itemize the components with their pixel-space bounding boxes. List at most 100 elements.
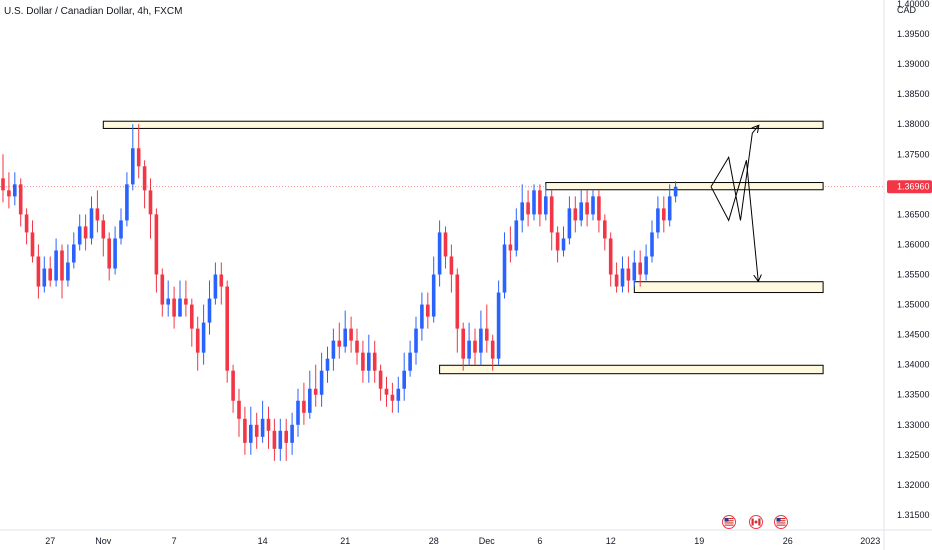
candle-body xyxy=(461,328,465,359)
candle xyxy=(343,310,347,353)
x-tick-label: 7 xyxy=(172,536,177,546)
candle xyxy=(561,226,566,257)
flag-stripe xyxy=(776,522,786,524)
candle-body xyxy=(608,238,613,275)
y-tick-label: 1.33500 xyxy=(897,390,930,400)
y-tick-label: 1.32500 xyxy=(897,450,930,460)
candle xyxy=(544,184,548,221)
candle-body xyxy=(337,340,342,347)
candle-body xyxy=(207,298,212,323)
us-flag-icon xyxy=(722,515,736,529)
candle-body xyxy=(502,244,507,293)
candle xyxy=(420,292,424,341)
candle xyxy=(107,232,111,281)
candle-body xyxy=(319,370,324,395)
candle xyxy=(95,190,100,233)
candle-body xyxy=(296,400,300,425)
candle xyxy=(1,154,5,203)
x-tick-label: 6 xyxy=(537,536,542,546)
candle-body xyxy=(166,298,170,305)
candle xyxy=(597,190,601,233)
candle xyxy=(42,256,47,293)
price-axis[interactable]: 1.40000 1.39500 1.39000 1.38500 1.38000 1.375… xyxy=(897,0,930,520)
y-tick-label: 1.39500 xyxy=(897,29,930,39)
candle-body xyxy=(544,196,548,215)
candle-body xyxy=(13,184,17,197)
candle xyxy=(673,181,678,203)
candle xyxy=(656,196,660,239)
time-axis[interactable]: 27 Nov 7 14 21 28 Dec 6 12 19 26 2023 xyxy=(45,536,880,546)
candle-body xyxy=(349,328,353,341)
candle xyxy=(249,406,253,455)
candle xyxy=(207,280,212,335)
candle xyxy=(136,124,141,179)
candle-body xyxy=(673,186,678,197)
candle xyxy=(13,172,17,206)
candle-body xyxy=(184,298,188,305)
candle xyxy=(573,196,578,233)
candle xyxy=(302,382,306,425)
y-tick-label: 1.33000 xyxy=(897,420,930,430)
candle xyxy=(650,220,654,263)
candle xyxy=(508,226,513,263)
candle xyxy=(243,406,247,455)
candle xyxy=(148,178,153,239)
candle xyxy=(190,298,194,347)
candle xyxy=(325,346,330,383)
candle-body xyxy=(290,424,294,443)
currency-label: CAD xyxy=(897,5,917,15)
candle xyxy=(319,352,324,407)
candle-body xyxy=(231,370,235,401)
flag-stripe xyxy=(776,520,786,522)
candle xyxy=(213,262,218,305)
candle-body xyxy=(361,352,365,371)
candle-body xyxy=(48,268,52,281)
candle-body xyxy=(426,304,430,317)
candle xyxy=(367,334,371,383)
candle xyxy=(591,190,595,221)
candle-body xyxy=(455,274,460,329)
projection-layer xyxy=(710,126,758,281)
x-tick-label: Dec xyxy=(479,536,496,546)
candle xyxy=(579,190,583,227)
candle-body xyxy=(284,430,288,443)
candle-body xyxy=(538,190,542,215)
current-price-tag: 1.36960 xyxy=(887,180,932,194)
candle xyxy=(113,226,117,275)
flag-stripe xyxy=(724,524,734,526)
candle xyxy=(361,340,365,383)
candle-body xyxy=(626,268,631,281)
candle xyxy=(184,280,188,317)
candle xyxy=(479,310,483,365)
candle xyxy=(48,256,52,287)
candle-body xyxy=(479,328,483,353)
x-tick-label: Nov xyxy=(95,536,112,546)
candle-body xyxy=(414,328,418,353)
candle-body xyxy=(83,226,88,239)
candle-body xyxy=(561,238,566,251)
candle xyxy=(408,340,412,377)
y-tick-label: 1.40000 xyxy=(897,0,930,9)
candle xyxy=(626,256,631,293)
candle-body xyxy=(372,352,377,371)
x-tick-label: 21 xyxy=(340,536,350,546)
x-tick-label: 2023 xyxy=(860,536,880,546)
candle xyxy=(603,214,607,251)
candle-body xyxy=(549,196,554,233)
candle-body xyxy=(632,262,637,281)
candle-body xyxy=(1,178,5,191)
candle-body xyxy=(60,250,64,281)
candle-body xyxy=(378,370,383,389)
flag-stripe xyxy=(776,518,786,520)
candle-body xyxy=(308,388,312,413)
flag-canton xyxy=(776,518,781,522)
candle-body xyxy=(30,232,35,257)
candle-body xyxy=(7,190,11,197)
candle xyxy=(337,322,342,359)
candle xyxy=(54,238,58,287)
candle-body xyxy=(178,298,182,317)
candle-body xyxy=(467,340,471,359)
candle xyxy=(662,196,666,233)
candle xyxy=(402,352,406,401)
